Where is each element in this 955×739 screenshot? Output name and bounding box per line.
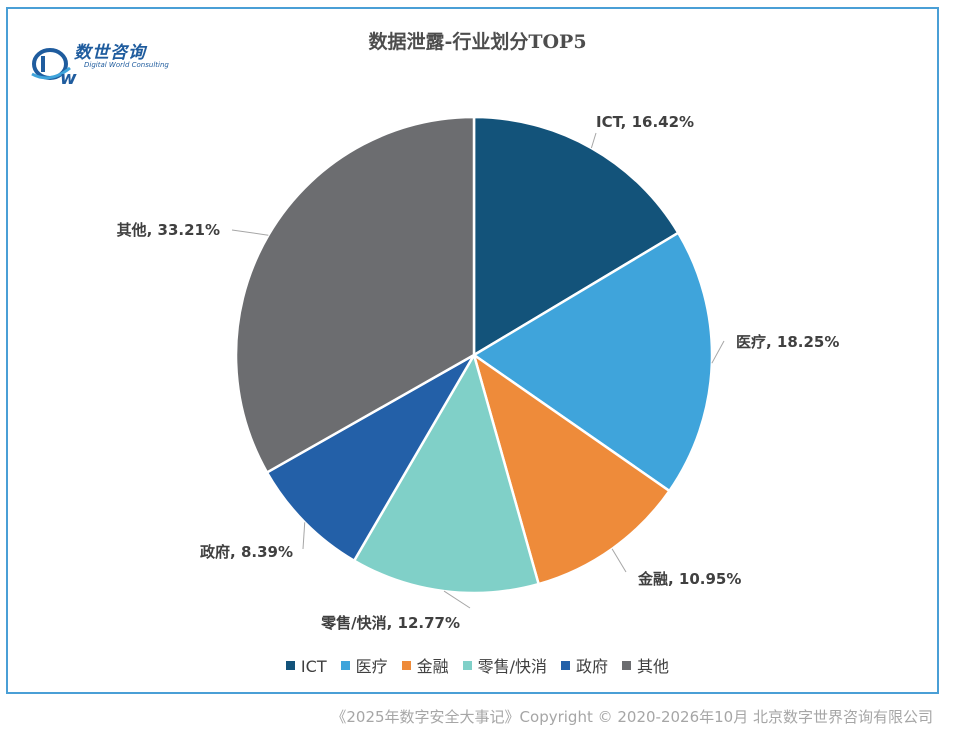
- data-label-other: 其他, 33.21%: [117, 221, 220, 239]
- legend-item-retail: 零售/快消: [462, 653, 548, 677]
- data-label-government: 政府, 8.39%: [200, 543, 293, 561]
- svg-text:w: w: [60, 68, 77, 88]
- legend-swatch-finance: [401, 661, 411, 670]
- legend-label-retail: 零售/快消: [477, 657, 548, 676]
- logo-chinese-name: 数世咨询: [74, 43, 146, 63]
- legend-item-government: 政府: [561, 653, 608, 677]
- leader-line-healthcare: [711, 340, 725, 364]
- legend-label-ict: ICT: [300, 657, 327, 676]
- copyright-footer: 《2025年数字安全大事记》Copyright © 2020-2026年10月 …: [331, 708, 933, 726]
- legend-label-finance: 金融: [416, 657, 449, 676]
- legend-swatch-healthcare: [340, 661, 350, 670]
- legend-swatch-ict: [285, 661, 295, 670]
- legend-item-other: 其他: [622, 653, 669, 677]
- data-label-retail: 零售/快消, 12.77%: [320, 614, 460, 632]
- legend-label-other: 其他: [637, 657, 670, 676]
- logo-english-name: Digital World Consulting: [84, 61, 169, 69]
- legend-swatch-government: [561, 661, 571, 670]
- data-label-ict: ICT, 16.42%: [596, 113, 694, 131]
- leader-line-finance: [611, 548, 627, 573]
- legend-item-ict: ICT: [285, 657, 327, 676]
- pie-slice-healthcare: [471, 231, 714, 493]
- legend-item-healthcare: 医疗: [340, 653, 388, 677]
- legend-label-government: 政府: [576, 657, 609, 676]
- pie-slice-other: [234, 115, 476, 475]
- legend-swatch-retail: [462, 661, 472, 670]
- leader-line-ict: [590, 132, 597, 149]
- leader-line-other: [231, 229, 269, 236]
- data-label-finance: 金融, 10.95%: [637, 570, 741, 588]
- data-label-healthcare: 医疗, 18.25%: [736, 333, 839, 351]
- pie-slice-government: [265, 351, 478, 563]
- chart-legend: ICT 医疗 金融 零售/快消 政府 其他: [0, 653, 955, 677]
- company-logo: w 数世咨询 Digital World Consulting: [30, 34, 170, 89]
- chart-title: 数据泄露-行业划分TOP5: [368, 31, 587, 53]
- dw-logo-icon: w: [31, 48, 77, 89]
- leader-line-government: [302, 522, 306, 550]
- leader-line-retail: [443, 590, 471, 609]
- legend-item-finance: 金融: [401, 653, 449, 677]
- legend-swatch-other: [622, 661, 632, 670]
- pie-chart: ICT, 16.42% 医疗, 18.25% 金融, 10.95% 零售/快消, 12…: [117, 113, 840, 632]
- legend-label-healthcare: 医疗: [355, 657, 388, 676]
- pie-slice-retail: [352, 351, 541, 595]
